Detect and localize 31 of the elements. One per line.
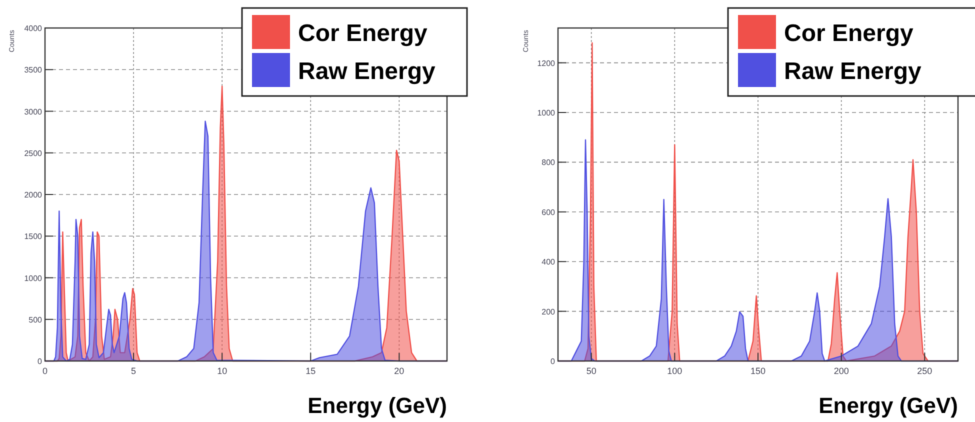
x-tick-label: 10: [217, 366, 228, 376]
y-tick-label: 1200: [537, 58, 556, 68]
x-tick-label: 150: [750, 366, 766, 376]
y-tick-label: 2500: [24, 148, 43, 158]
y-tick-label: 1000: [24, 274, 43, 283]
y-tick-label: 3500: [24, 66, 43, 75]
y-tick-label: 600: [542, 208, 556, 217]
x-axis-title: Energy (GeV): [818, 393, 958, 418]
x-tick-label: 15: [306, 366, 316, 376]
y-tick-label: 0: [38, 357, 43, 366]
y-tick-label: 400: [542, 258, 556, 267]
x-tick-label: 100: [667, 366, 682, 376]
y-tick-label: 2000: [24, 190, 43, 200]
legend-label: Cor Energy: [784, 20, 914, 47]
x-tick-label: 5: [131, 366, 136, 376]
x-tick-label: 250: [917, 366, 932, 376]
y-tick-label: 800: [542, 158, 556, 168]
y-tick-label: 3000: [24, 107, 43, 116]
legend-label: Raw Energy: [784, 58, 922, 85]
y-tick-label: 0: [550, 357, 556, 366]
x-axis-title: Energy (GeV): [308, 393, 447, 418]
y-tick-label: 4000: [24, 24, 43, 33]
y-tick-label: 500: [28, 315, 43, 324]
legend-label: Raw Energy: [298, 58, 436, 85]
y-tick-label: 1000: [537, 108, 556, 118]
y-tick-label: 1500: [24, 232, 43, 242]
y-tick-label: 200: [542, 307, 556, 316]
x-tick-label: 50: [586, 366, 596, 376]
legend-label: Cor Energy: [298, 20, 428, 47]
x-tick-label: 200: [834, 366, 849, 376]
x-tick-label: 20: [394, 366, 404, 376]
